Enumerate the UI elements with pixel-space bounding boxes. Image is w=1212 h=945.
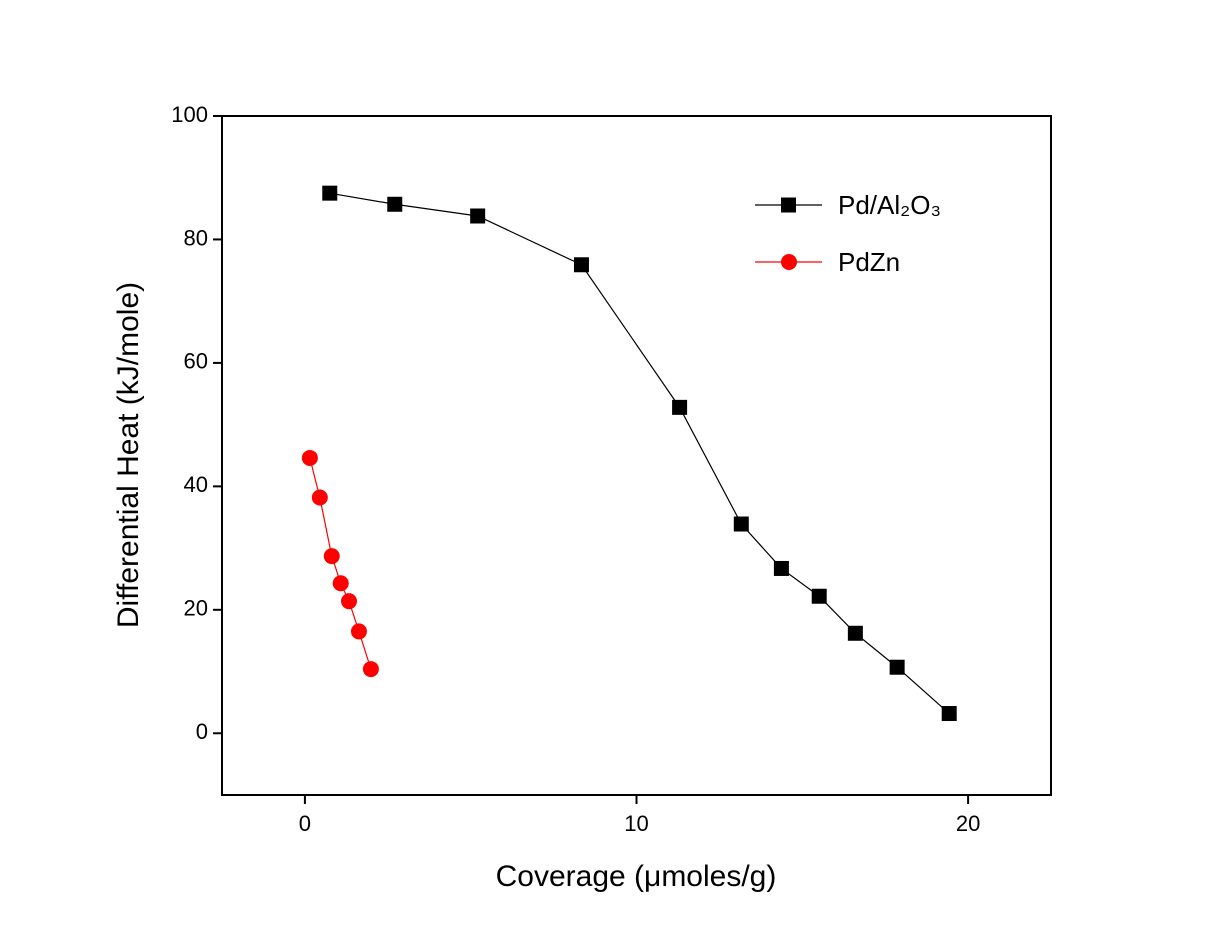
x-tick-label: 10 [624, 811, 648, 836]
data-point [362, 661, 379, 678]
data-point [350, 623, 367, 640]
y-tick-label: 20 [184, 596, 208, 621]
data-point [332, 575, 349, 592]
data-point [773, 560, 789, 576]
data-point [941, 706, 957, 722]
data-point [470, 208, 486, 224]
y-tick-label: 80 [184, 225, 208, 250]
data-point [311, 489, 328, 506]
data-point [301, 449, 318, 466]
y-tick-label: 0 [196, 719, 208, 744]
x-tick-label: 0 [299, 811, 311, 836]
data-point [341, 593, 358, 610]
data-point [811, 588, 827, 604]
data-point [672, 399, 688, 415]
data-point [573, 257, 589, 273]
legend-marker [781, 197, 796, 213]
data-point [387, 196, 403, 212]
legend-label: Pd/Al₂O₃ [838, 190, 941, 220]
data-point [733, 516, 749, 532]
legend-label: PdZn [838, 247, 900, 277]
data-point [889, 659, 905, 675]
x-axis-title: Coverage (μmoles/g) [496, 860, 777, 893]
data-point [322, 185, 338, 201]
data-point [323, 548, 340, 565]
y-tick-label: 100 [171, 102, 208, 127]
y-axis-title: Differential Heat (kJ/mole) [112, 282, 145, 628]
legend-marker [781, 254, 797, 270]
y-tick-label: 60 [184, 349, 208, 374]
x-tick-label: 20 [956, 811, 980, 836]
data-point [847, 625, 863, 641]
y-tick-label: 40 [184, 472, 208, 497]
